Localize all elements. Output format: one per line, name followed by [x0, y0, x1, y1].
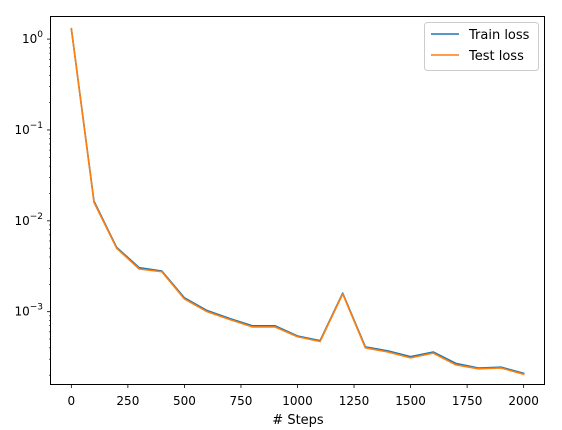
y-tick-label: 100	[22, 30, 43, 46]
legend-label-train-loss: Train loss	[468, 28, 530, 43]
x-tick-label: 1750	[452, 394, 483, 408]
y-tick-label: 10−3	[14, 303, 43, 319]
series-layer	[70, 27, 525, 376]
legend: Train loss Test loss	[424, 22, 539, 71]
x-tick-label: 750	[230, 394, 253, 408]
x-tick-label: 1250	[339, 394, 370, 408]
y-axis: 10−3 10−2 10−1 100	[14, 30, 51, 376]
x-axis: 0 250 500 750 1000 1250 1500 1750 2000	[68, 384, 539, 408]
x-tick-label: 500	[173, 394, 196, 408]
x-tick-label: 1500	[395, 394, 426, 408]
x-axis-label: # Steps	[272, 413, 324, 428]
y-tick-label: 10−2	[14, 212, 43, 228]
series-line-test-loss	[70, 27, 525, 376]
x-tick-label: 0	[68, 394, 76, 408]
y-tick-label: 10−1	[14, 121, 43, 137]
x-tick-label: 2000	[508, 394, 539, 408]
x-tick-label: 250	[116, 394, 139, 408]
x-tick-label: 1000	[282, 394, 313, 408]
legend-label-test-loss: Test loss	[468, 49, 524, 64]
